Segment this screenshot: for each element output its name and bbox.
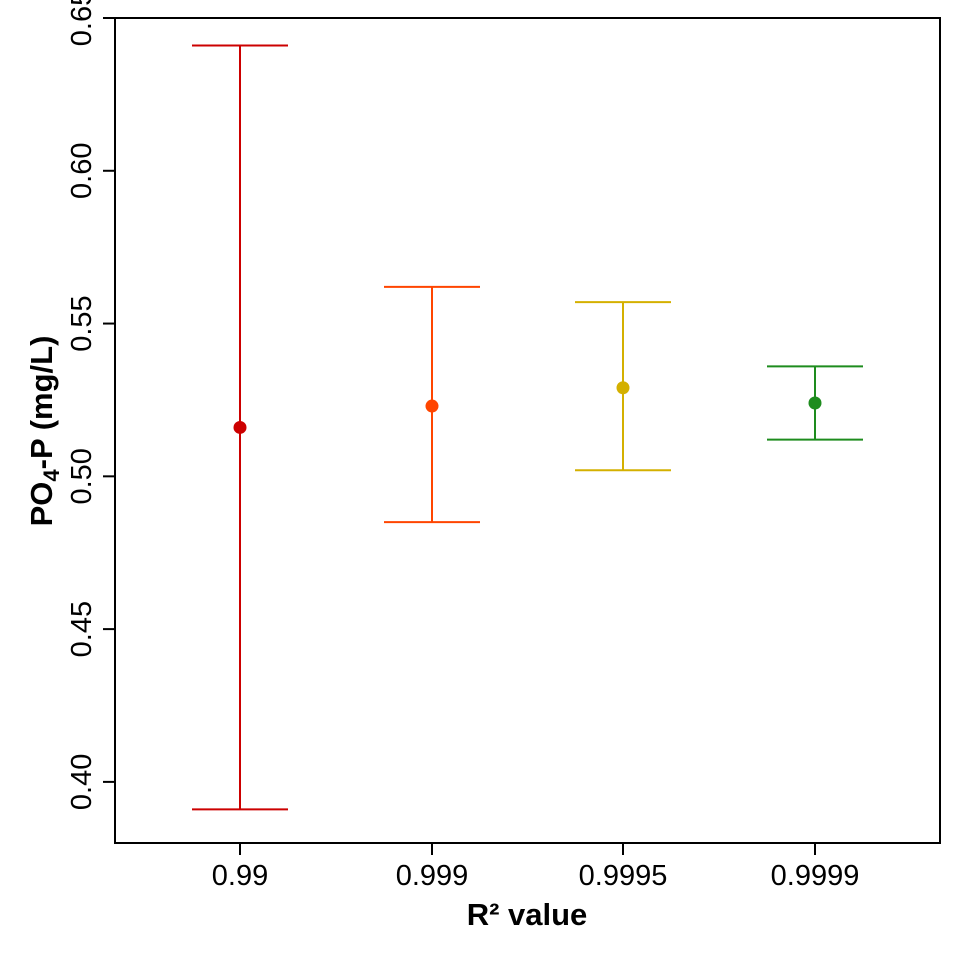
y-axis-title: PO4-P (mg/L) bbox=[24, 336, 64, 527]
mean-point bbox=[425, 399, 439, 413]
mean-point bbox=[233, 420, 247, 434]
y-tick-label: 0.60 bbox=[66, 143, 98, 199]
y-tick-label: 0.55 bbox=[66, 295, 98, 351]
y-tick-label: 0.45 bbox=[66, 601, 98, 657]
y-tick-label: 0.50 bbox=[66, 448, 98, 504]
plot-frame bbox=[114, 17, 941, 844]
x-tick-label: 0.9999 bbox=[771, 860, 860, 892]
y-axis: 0.40 0.45 0.50 0.55 0.60 0.65 bbox=[66, 0, 115, 810]
y-axis-title-suffix: -P (mg/L) bbox=[24, 336, 59, 470]
mean-point bbox=[616, 381, 630, 395]
y-axis-title-subscript: 4 bbox=[39, 469, 64, 482]
y-tick-label: 0.65 bbox=[66, 0, 98, 46]
x-axis-title: R² value bbox=[467, 897, 588, 932]
error-bar-0.9999 bbox=[767, 365, 863, 441]
x-tick-label: 0.99 bbox=[212, 860, 268, 892]
error-bar-0.999 bbox=[384, 285, 480, 524]
y-tick-label: 0.40 bbox=[66, 754, 98, 810]
series-group bbox=[192, 44, 863, 811]
x-tick-label: 0.999 bbox=[396, 860, 469, 892]
y-axis-title-prefix: PO bbox=[24, 482, 59, 527]
error-bar-0.9995 bbox=[575, 301, 671, 472]
x-axis: 0.99 0.999 0.9995 0.9999 bbox=[212, 843, 860, 892]
error-bar-0.99 bbox=[192, 44, 288, 811]
mean-point bbox=[808, 396, 822, 410]
x-tick-label: 0.9995 bbox=[579, 860, 668, 892]
